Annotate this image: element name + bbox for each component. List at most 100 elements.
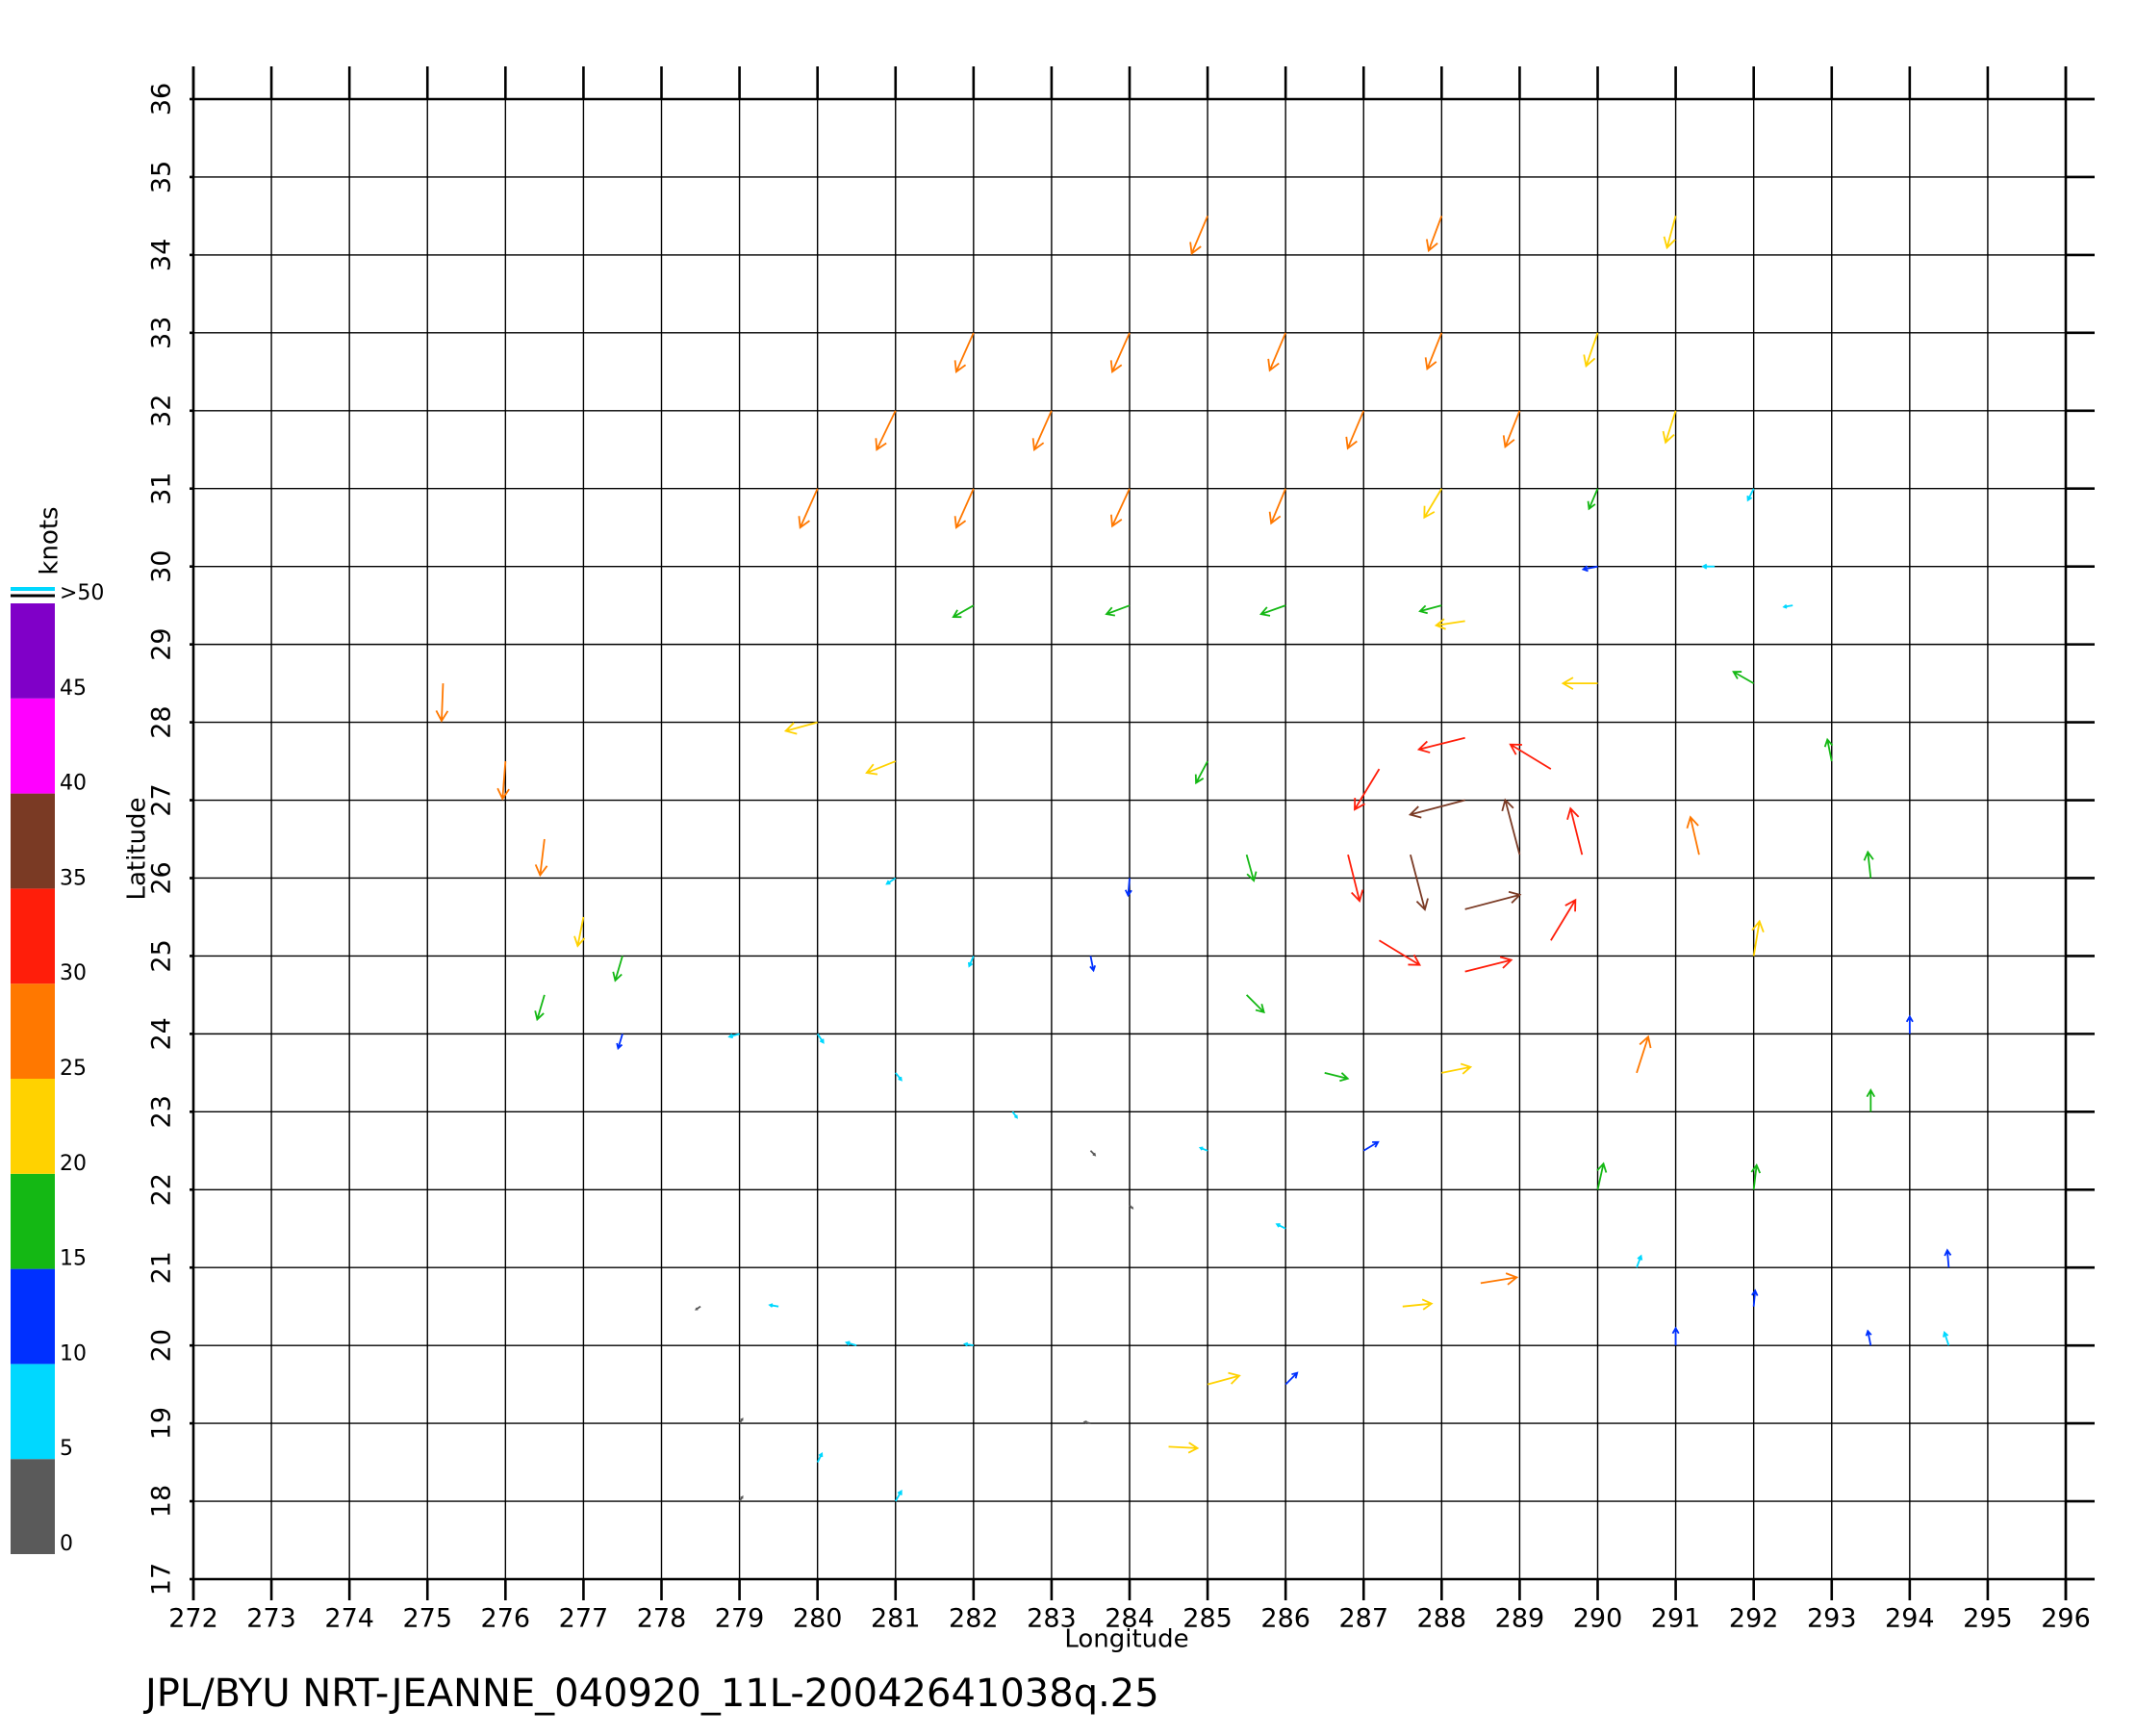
wind-vector <box>1124 878 1132 898</box>
wind-vector <box>816 1451 824 1463</box>
colorbar-tick-label: 30 <box>60 961 87 985</box>
x-tick-label: 296 <box>2041 1604 2091 1634</box>
colorbar: 0 5 10 15 20 25 30 35 40 45 >50 <box>11 581 104 1556</box>
x-tick-label: 286 <box>1260 1604 1310 1634</box>
wind-vector <box>1284 1371 1299 1386</box>
wind-vector <box>1480 1272 1519 1286</box>
wind-vector <box>1418 604 1442 615</box>
wind-vector <box>1425 216 1443 253</box>
colorbar-bin <box>11 1268 55 1365</box>
wind-vector <box>1207 1371 1241 1386</box>
wind-vector <box>1362 1140 1380 1152</box>
colorbar-tick-label: >50 <box>60 581 104 605</box>
wind-vector <box>1434 618 1465 630</box>
wind-vector <box>1423 488 1443 520</box>
wind-vector <box>1701 563 1716 570</box>
colorbar-bin <box>11 1079 55 1174</box>
wind-vector <box>1750 1162 1762 1190</box>
wind-vector <box>1863 850 1874 879</box>
wind-vector <box>1416 736 1465 753</box>
wind-vector <box>1751 1289 1759 1307</box>
x-tick-label: 281 <box>871 1604 921 1634</box>
wind-vector <box>894 1489 903 1502</box>
x-tick-label: 280 <box>793 1604 843 1634</box>
wind-vector <box>1662 410 1677 445</box>
wind-vector <box>1354 768 1381 811</box>
y-tick-label: 27 <box>147 783 177 816</box>
wind-vector <box>1441 1062 1473 1075</box>
wind-vector <box>1189 216 1208 256</box>
y-tick-label: 17 <box>147 1563 177 1596</box>
wind-vector <box>1408 799 1465 819</box>
wind-vector <box>738 1417 744 1424</box>
x-tick-label: 293 <box>1807 1604 1857 1634</box>
y-tick-label: 18 <box>147 1485 177 1518</box>
wind-vector <box>954 332 975 373</box>
x-axis-label: Longitude <box>1064 1625 1188 1654</box>
wind-vector <box>573 916 586 948</box>
wind-vector <box>534 994 546 1022</box>
wind-vector <box>1671 1326 1680 1346</box>
y-tick-label: 31 <box>147 472 177 505</box>
x-tick-label: 274 <box>324 1604 374 1634</box>
x-tick-label: 287 <box>1338 1604 1388 1634</box>
colorbar-tick-label: 20 <box>60 1152 87 1176</box>
wind-vector <box>798 488 819 529</box>
wind-vector <box>1823 737 1834 762</box>
wind-vector <box>1031 410 1053 451</box>
y-tick-label: 32 <box>147 395 177 427</box>
wind-vector <box>1566 806 1584 855</box>
x-tick-label: 290 <box>1573 1604 1623 1634</box>
x-tick-label: 291 <box>1651 1604 1701 1634</box>
wind-vector <box>1751 919 1765 957</box>
wind-vector <box>1464 890 1522 910</box>
wind-vector <box>1464 956 1513 973</box>
x-tick-label: 279 <box>715 1604 765 1634</box>
wind-vector <box>738 1495 744 1502</box>
y-tick-label: 22 <box>147 1173 177 1206</box>
wind-vector <box>616 1034 623 1051</box>
colorbar-bin <box>11 888 55 984</box>
x-tick-label: 278 <box>637 1604 687 1634</box>
x-tick-label: 283 <box>1027 1604 1077 1634</box>
wind-vector <box>1402 1298 1434 1311</box>
wind-vector <box>1501 798 1521 855</box>
grid-layer: 272 273 274 275 276 277 278 279 280 281 282 283 284 2… <box>147 66 2095 1634</box>
x-tick-label: 272 <box>168 1604 218 1634</box>
wind-vector <box>1905 1014 1914 1034</box>
wind-vector <box>1089 956 1097 973</box>
wind-vector <box>1410 854 1429 911</box>
colorbar-tick-label: 5 <box>60 1437 73 1461</box>
wind-vector <box>1245 994 1265 1014</box>
wind-vector <box>1942 1330 1950 1346</box>
wind-vector <box>1259 604 1286 617</box>
wind-vector <box>1245 854 1258 882</box>
wind-vector <box>1198 1146 1208 1152</box>
wind-vector <box>1686 815 1700 855</box>
y-axis-label: Latitude <box>123 797 152 900</box>
wind-vector <box>1268 488 1287 525</box>
wind-vector <box>1944 1248 1952 1268</box>
colorbar-bin <box>11 1459 55 1554</box>
x-tick-label: 275 <box>402 1604 452 1634</box>
wind-vector <box>1168 1442 1200 1454</box>
colorbar-bin <box>11 698 55 794</box>
y-tick-label: 35 <box>147 161 177 193</box>
wind-vector <box>1347 854 1364 903</box>
colorbar-label: knots <box>36 506 64 574</box>
footer: JPL/BYU NRT-JEANNE_040920_11L-2004264103… <box>142 1672 1159 1716</box>
x-tick-label: 288 <box>1417 1604 1467 1634</box>
x-tick-label: 276 <box>481 1604 531 1634</box>
x-tick-label: 295 <box>1963 1604 2013 1634</box>
x-tick-label: 289 <box>1495 1604 1545 1634</box>
wind-vector <box>895 1072 903 1082</box>
y-tick-label: 28 <box>147 705 177 738</box>
y-tick-label: 24 <box>147 1017 177 1050</box>
colorbar-tick-label: 40 <box>60 772 87 796</box>
wind-vector <box>1663 216 1677 250</box>
y-tick-label: 23 <box>147 1095 177 1128</box>
y-tick-label: 26 <box>147 861 177 894</box>
vector-layer <box>435 216 1952 1502</box>
wind-vector <box>1267 332 1286 372</box>
